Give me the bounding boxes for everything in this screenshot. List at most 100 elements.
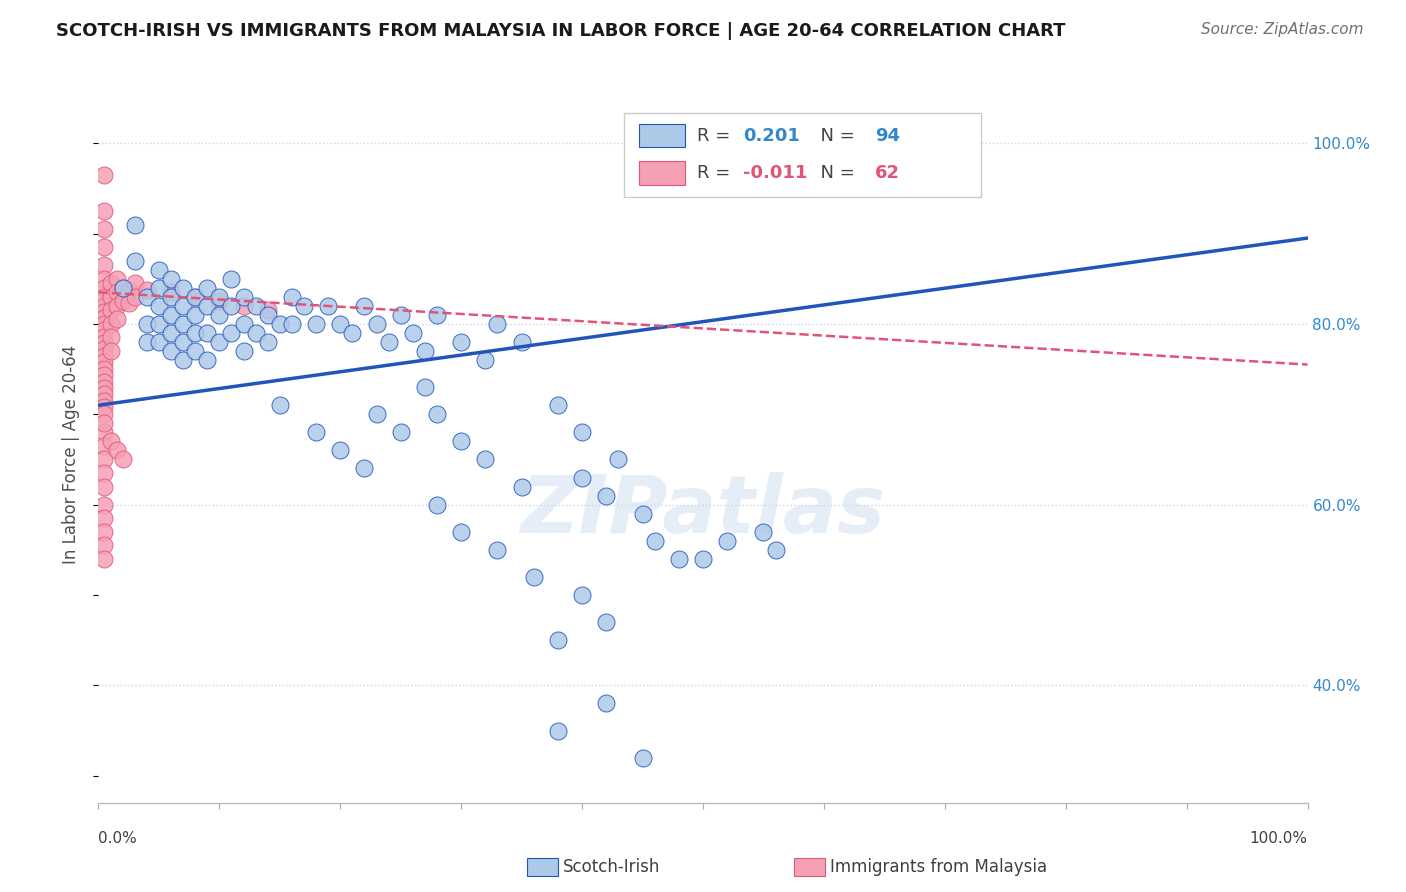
Text: SCOTCH-IRISH VS IMMIGRANTS FROM MALAYSIA IN LABOR FORCE | AGE 20-64 CORRELATION : SCOTCH-IRISH VS IMMIGRANTS FROM MALAYSIA… [56, 22, 1066, 40]
Point [118, 283, 141, 297]
Point [124, 290, 146, 304]
Text: Immigrants from Malaysia: Immigrants from Malaysia [830, 858, 1046, 876]
Point [93, 329, 115, 343]
Point [208, 290, 231, 304]
Point [172, 353, 194, 368]
Point [105, 285, 128, 300]
Point [305, 425, 328, 440]
Point [93, 258, 115, 272]
Point [292, 299, 315, 313]
Point [93, 299, 115, 313]
Point [172, 334, 194, 349]
Point [245, 326, 267, 340]
Point [93, 400, 115, 414]
Point [547, 723, 569, 738]
Point [668, 551, 690, 566]
Point [547, 633, 569, 648]
Point [105, 443, 128, 458]
Point [93, 466, 115, 480]
Point [93, 524, 115, 539]
Point [208, 308, 231, 322]
Point [93, 452, 115, 467]
Point [111, 294, 134, 309]
Point [221, 271, 243, 285]
Point [148, 334, 170, 349]
Text: N =: N = [810, 127, 860, 145]
FancyBboxPatch shape [624, 112, 981, 197]
Point [93, 281, 115, 295]
Point [135, 290, 157, 304]
Point [93, 342, 115, 356]
Point [148, 281, 170, 295]
Bar [638, 161, 685, 185]
Point [631, 507, 654, 521]
Point [93, 317, 115, 331]
Point [752, 524, 775, 539]
Point [329, 317, 352, 331]
Point [765, 542, 787, 557]
Point [208, 294, 231, 309]
Point [389, 308, 412, 322]
Point [111, 281, 134, 295]
Point [148, 262, 170, 277]
Point [93, 425, 115, 440]
Text: ZIPatlas: ZIPatlas [520, 472, 886, 549]
Point [269, 398, 291, 412]
Point [111, 281, 134, 295]
Point [644, 533, 666, 548]
Point [124, 277, 146, 291]
Point [93, 551, 115, 566]
Point [184, 290, 207, 304]
Text: Scotch-Irish: Scotch-Irish [562, 858, 659, 876]
Point [172, 317, 194, 331]
Point [607, 452, 630, 467]
Y-axis label: In Labor Force | Age 20-64: In Labor Force | Age 20-64 [62, 345, 80, 565]
Point [571, 588, 593, 602]
Point [93, 393, 115, 408]
Point [232, 290, 254, 304]
Point [100, 344, 122, 359]
Point [523, 570, 546, 584]
Point [195, 299, 218, 313]
Point [135, 334, 157, 349]
Point [93, 362, 115, 376]
Point [184, 344, 207, 359]
Point [93, 479, 115, 493]
Point [93, 355, 115, 369]
Point [232, 317, 254, 331]
Point [93, 290, 115, 304]
Point [93, 387, 115, 401]
Point [100, 277, 122, 291]
Bar [638, 124, 685, 147]
Point [160, 344, 183, 359]
Point [93, 498, 115, 512]
Text: 0.0%: 0.0% [98, 830, 138, 846]
Point [571, 425, 593, 440]
Point [353, 461, 375, 475]
Point [221, 326, 243, 340]
Point [232, 344, 254, 359]
Point [93, 311, 115, 326]
Text: 0.201: 0.201 [742, 127, 800, 145]
Point [426, 407, 449, 421]
Point [93, 271, 115, 285]
Point [93, 203, 115, 218]
Point [100, 330, 122, 344]
Point [124, 253, 146, 268]
Point [377, 334, 399, 349]
Point [93, 439, 115, 453]
Point [221, 299, 243, 313]
Point [426, 498, 449, 512]
Point [160, 308, 183, 322]
Point [160, 271, 183, 285]
Text: R =: R = [697, 164, 735, 182]
Point [692, 551, 714, 566]
Point [93, 511, 115, 525]
Point [413, 380, 436, 394]
Point [474, 452, 496, 467]
Point [305, 317, 328, 331]
Point [118, 296, 141, 310]
Text: 94: 94 [875, 127, 900, 145]
Point [245, 299, 267, 313]
Point [100, 434, 122, 449]
